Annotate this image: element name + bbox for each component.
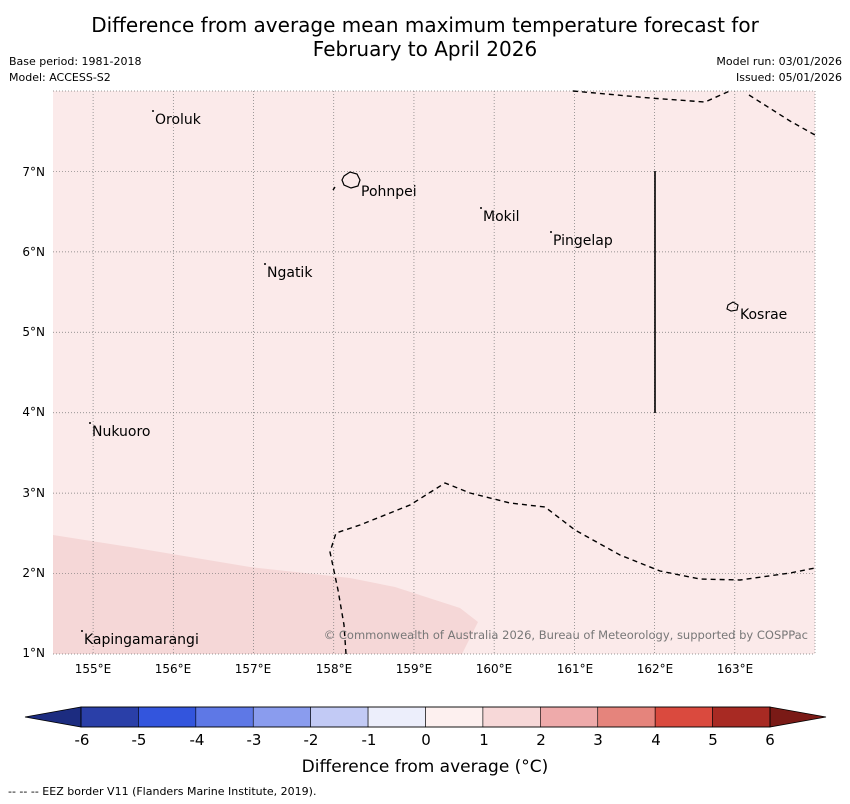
place-label-oroluk: Oroluk: [155, 112, 201, 128]
meta-left: Base period: 1981-2018 Model: ACCESS-S2: [9, 54, 141, 86]
place-kosrae: Kosrae: [740, 307, 787, 323]
place-label-ngatik: Ngatik: [267, 265, 313, 281]
issued-date: Issued: 05/01/2026: [735, 71, 842, 84]
lon-label-159e: 159°E: [395, 662, 433, 676]
lon-label-162e: 162°E: [636, 662, 674, 676]
model-run: Model run: 03/01/2026: [716, 55, 842, 68]
place-pohnpei: Pohnpei: [361, 184, 417, 200]
place-ngatik: Ngatik: [264, 263, 313, 281]
colorbar-segment: [195, 706, 254, 728]
lat-label-5n: 5°N: [22, 325, 45, 339]
colorbar-segment: [252, 706, 311, 728]
colorbar-tick: 5: [708, 731, 718, 749]
lat-label-4n: 4°N: [22, 405, 45, 419]
place-oroluk: Oroluk: [152, 110, 201, 128]
place-pingelap: Pingelap: [550, 231, 613, 249]
place-mokil: Mokil: [480, 207, 520, 225]
colorbar-tick: -4: [189, 731, 205, 749]
lon-label-155e: 155°E: [74, 662, 112, 676]
meta-right: Model run: 03/01/2026 Issued: 05/01/2026: [716, 54, 842, 86]
place-label-kapingamarangi: Kapingamarangi: [84, 632, 199, 648]
colorbar-under-arrow: [24, 706, 82, 728]
colorbar-segment: [425, 706, 484, 728]
base-period: Base period: 1981-2018: [9, 55, 142, 68]
nukuoro-marker: [89, 422, 91, 424]
lon-label-157e: 157°E: [234, 662, 272, 676]
place-label-pohnpei: Pohnpei: [361, 184, 417, 200]
lon-label-156e: 156°E: [154, 662, 192, 676]
colorbar-segment: [597, 706, 656, 728]
pohnpei-island: [341, 171, 361, 189]
colorbar-tick: 4: [651, 731, 661, 749]
lat-label-6n: 6°N: [22, 245, 45, 259]
colorbar-segment: [482, 706, 541, 728]
place-label-kosrae: Kosrae: [740, 307, 788, 323]
colorbar-over-arrow: [769, 706, 827, 728]
lat-label-2n: 2°N: [22, 566, 45, 580]
lat-label-3n: 3°N: [22, 486, 45, 500]
eez-borders: [329, 89, 816, 655]
pingelap-marker: [550, 231, 552, 233]
lon-label-161e: 161°E: [556, 662, 594, 676]
map-title: Difference from average mean maximum tem…: [0, 13, 850, 61]
colorbar-tick: 1: [479, 731, 489, 749]
lat-label-1n: 1°N: [22, 646, 45, 660]
place-nukuoro: Nukuoro: [89, 422, 151, 440]
colorbar-tick: 2: [536, 731, 546, 749]
colorbar-outline: [80, 706, 771, 728]
eez-border-north: [572, 89, 733, 103]
oroluk-marker: [152, 110, 154, 112]
colorbar-segment: [367, 706, 426, 728]
place-label-pingelap: Pingelap: [553, 233, 613, 249]
place-kapingamarangi: Kapingamarangi: [81, 630, 199, 648]
kapingamarangi-marker: [81, 630, 83, 632]
colorbar-tick: 3: [593, 731, 603, 749]
colorbar-tick: -3: [246, 731, 262, 749]
colorbar-segment: [540, 706, 599, 728]
place-label-mokil: Mokil: [483, 209, 520, 225]
gridlines: [53, 90, 816, 655]
mokil-marker: [480, 207, 482, 209]
colorbar-tick: -6: [74, 731, 90, 749]
copyright-notice: © Commonwealth of Australia 2026, Bureau…: [323, 628, 808, 642]
colorbar-segment: [654, 706, 713, 728]
colorbar-segments: [80, 706, 771, 728]
colorbar-segment: [310, 706, 369, 728]
colorbar-tick: -2: [303, 731, 319, 749]
colorbar-tick: -1: [361, 731, 377, 749]
eez-border-fragment: [332, 186, 336, 191]
colorbar-tick: 0: [421, 731, 431, 749]
place-label-nukuoro: Nukuoro: [92, 424, 151, 440]
colorbar-segment: [80, 706, 139, 728]
lon-label-163e: 163°E: [716, 662, 754, 676]
lon-label-158e: 158°E: [315, 662, 353, 676]
warm-anomaly-patch: [53, 535, 478, 654]
eez-legend-note: -- -- -- EEZ border V11 (Flanders Marine…: [8, 785, 317, 798]
eez-border-south: [329, 482, 816, 655]
kosrae-island: [726, 301, 739, 312]
title-line-1: Difference from average mean maximum tem…: [91, 13, 759, 37]
model-name: Model: ACCESS-S2: [9, 71, 111, 84]
colorbar-tick: -5: [131, 731, 147, 749]
colorbar-segment: [712, 706, 771, 728]
ngatik-marker: [264, 263, 266, 265]
colorbar-label: Difference from average (°C): [301, 757, 549, 777]
title-line-2: February to April 2026: [312, 37, 538, 61]
eez-border-northeast: [748, 94, 816, 136]
lon-label-160e: 160°E: [475, 662, 513, 676]
colorbar-tick: 6: [765, 731, 775, 749]
colorbar-segment: [138, 706, 197, 728]
lat-label-7n: 7°N: [22, 165, 45, 179]
